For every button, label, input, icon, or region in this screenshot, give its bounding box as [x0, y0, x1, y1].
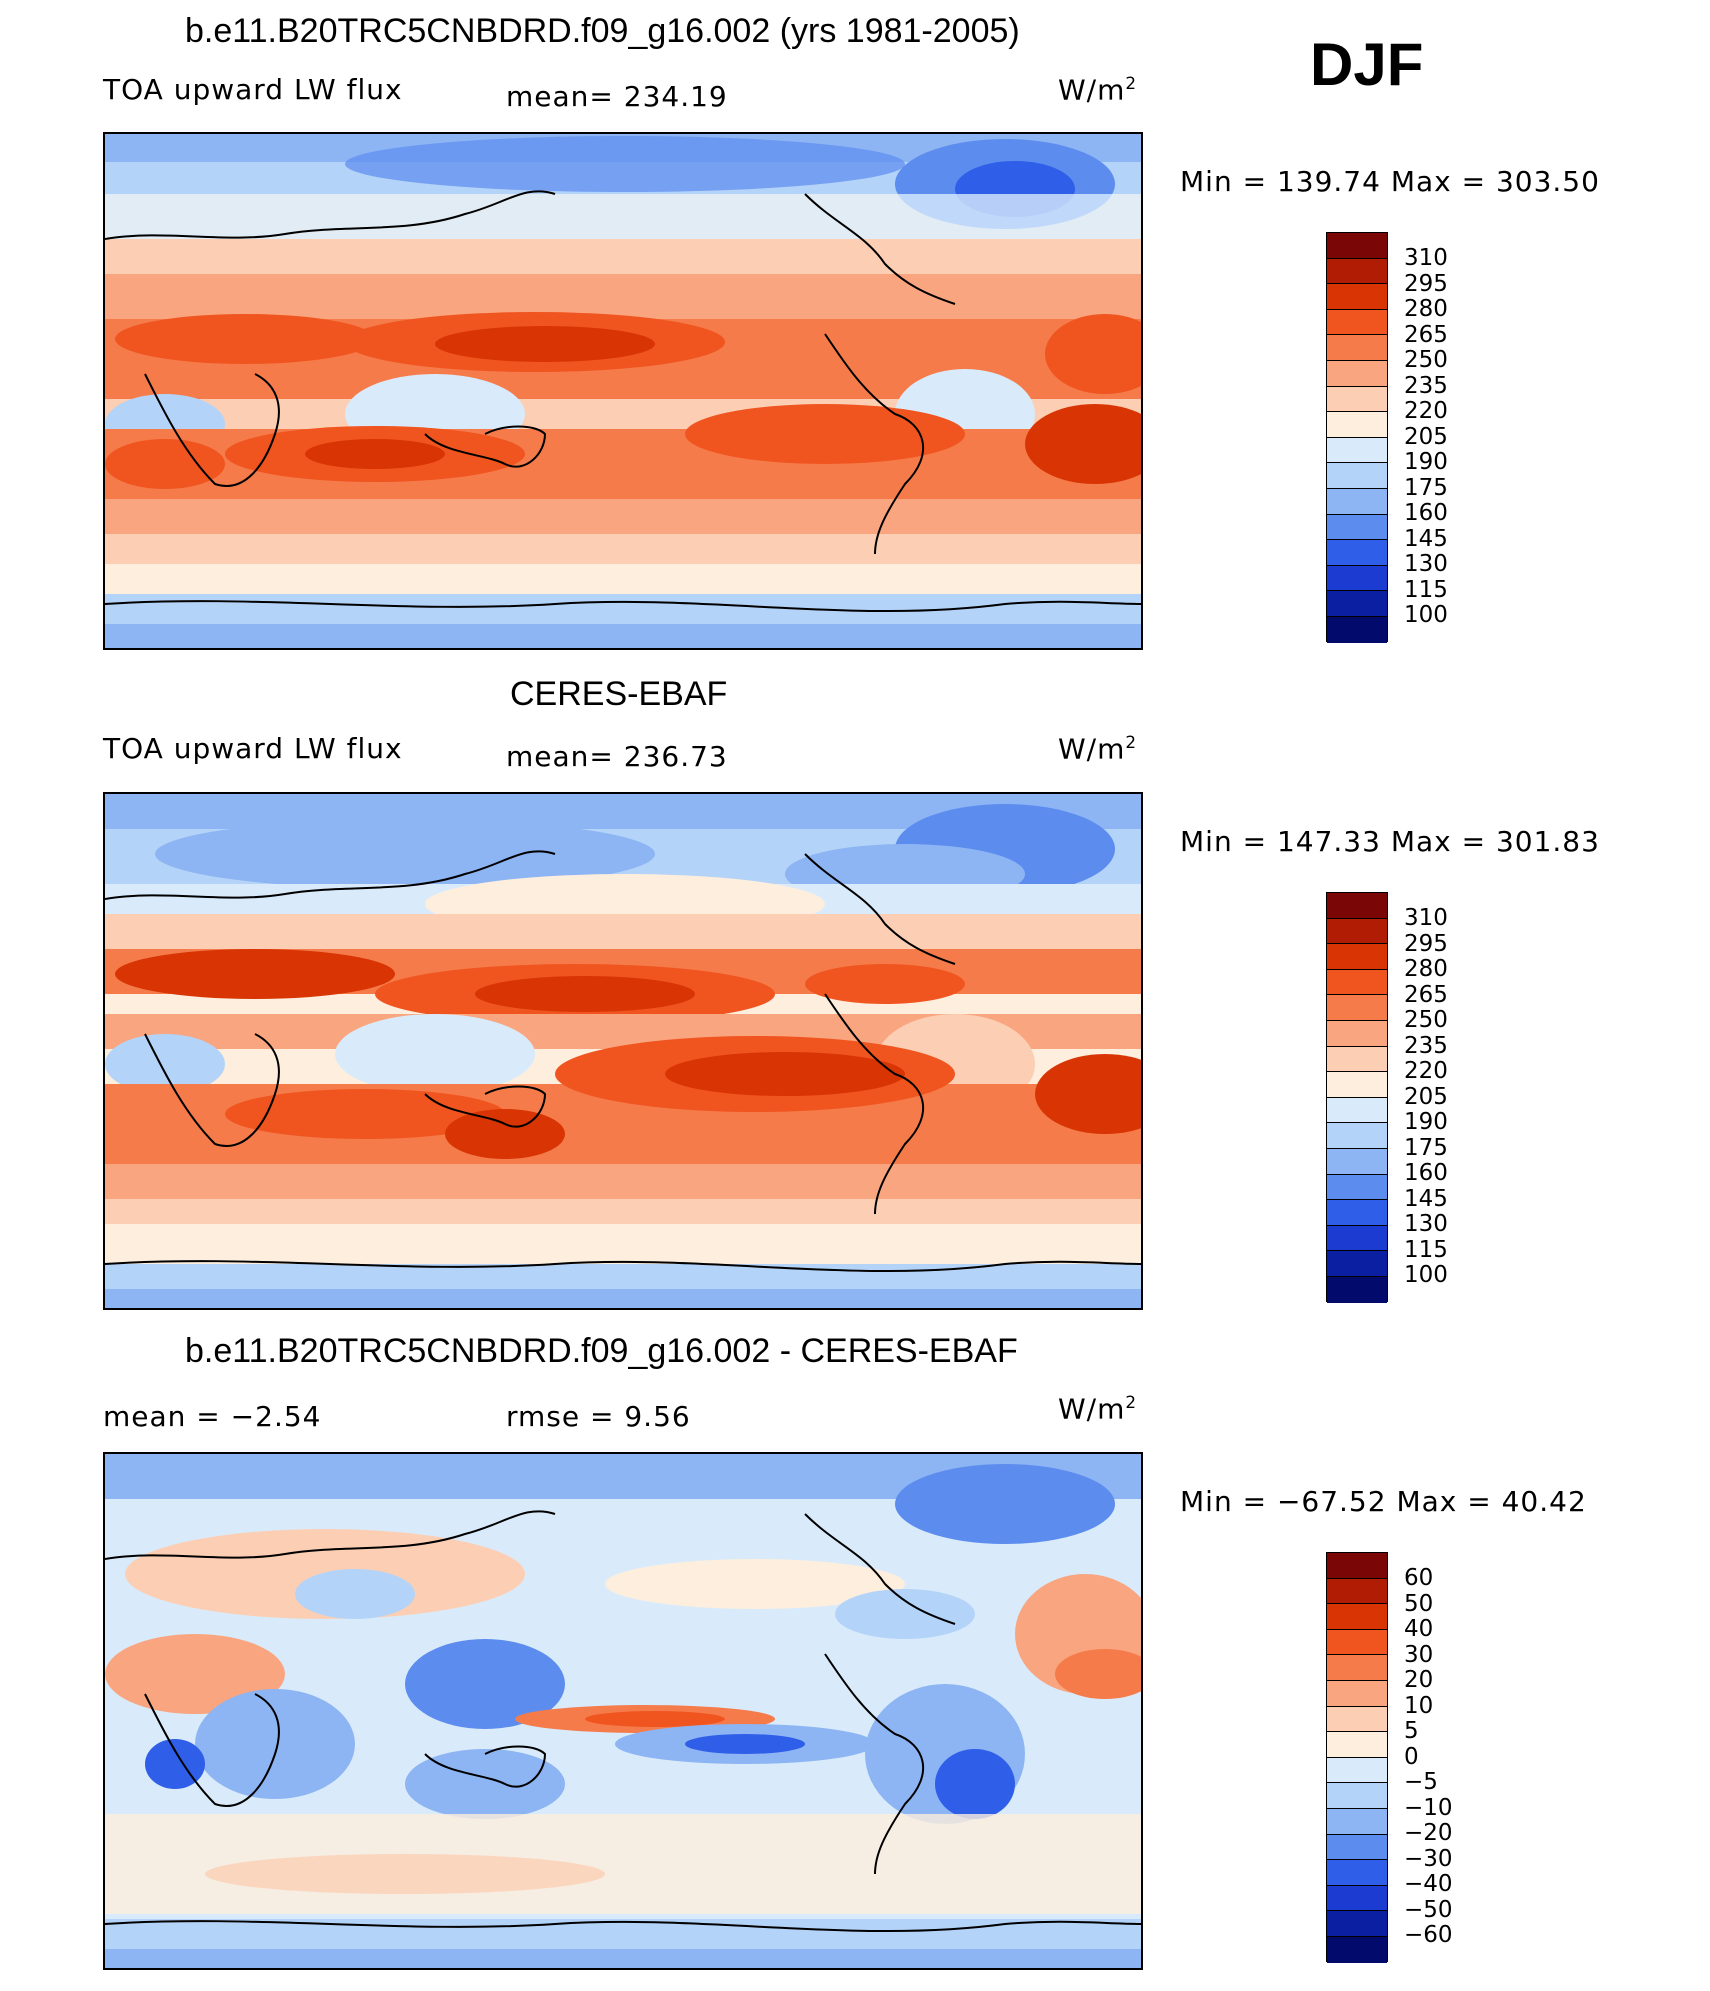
cb2-tick: 295: [1404, 930, 1448, 957]
cb2-tick: 280: [1404, 956, 1448, 982]
cb2-tick: 130: [1404, 1211, 1448, 1237]
cb2-tick: 235: [1404, 1032, 1448, 1059]
cb1-tick: 265: [1404, 321, 1448, 348]
panel2-minmax: Min = 147.33 Max = 301.83: [1180, 825, 1600, 858]
cb1-tick: 205: [1404, 423, 1448, 450]
cb3-tick: −5: [1404, 1769, 1438, 1795]
cb2-tick: 265: [1404, 981, 1448, 1008]
cb1-tick: 115: [1404, 576, 1448, 603]
cb2-tick: 310: [1404, 905, 1448, 931]
cb3-tick: 60: [1404, 1565, 1434, 1591]
panel3-minmax: Min = −67.52 Max = 40.42: [1180, 1485, 1587, 1518]
panel1-minmax: Min = 139.74 Max = 303.50: [1180, 165, 1600, 198]
cb3-tick: −40: [1404, 1871, 1453, 1897]
cb1-tick: 310: [1404, 245, 1448, 271]
cb2-tick: 115: [1404, 1236, 1448, 1263]
cb1-tick: 130: [1404, 551, 1448, 577]
panel3-mean: mean = −2.54: [103, 1400, 322, 1433]
cb2-tick: 220: [1404, 1058, 1448, 1084]
cb3-tick: 30: [1404, 1641, 1434, 1668]
season-label: DJF: [1310, 31, 1424, 98]
panel3-colorbar-labels: 60 50 40 30 20 10 5 0 −5 −10 −20 −30 −40…: [1404, 1565, 1453, 1949]
panel2-colorbar: [1326, 892, 1388, 1303]
cb1-tick: 220: [1404, 398, 1448, 424]
cb1-tick: 280: [1404, 296, 1448, 322]
cb1-tick: 160: [1404, 500, 1448, 526]
panel1-map: [103, 132, 1143, 650]
cb3-tick: 50: [1404, 1590, 1434, 1617]
cb1-tick: 235: [1404, 372, 1448, 399]
panel2-map: [103, 792, 1143, 1310]
cb1-tick: 145: [1404, 525, 1448, 552]
cb2-tick: 205: [1404, 1083, 1448, 1110]
panel1-colorbar-labels: 310 295 280 265 250 235 220 205 190 175 …: [1404, 245, 1448, 629]
cb1-tick: 295: [1404, 270, 1448, 297]
cb3-tick: 0: [1404, 1743, 1419, 1770]
cb1-tick: 100: [1404, 602, 1448, 628]
panel3-units: W/m2: [1058, 1392, 1138, 1426]
panel1-colorbar: [1326, 232, 1388, 643]
cb3-tick: 10: [1404, 1692, 1434, 1719]
cb3-tick: −20: [1404, 1820, 1453, 1846]
cb3-tick: 40: [1404, 1616, 1434, 1642]
panel2-title: CERES-EBAF: [510, 675, 728, 713]
panel3-title: b.e11.B20TRC5CNBDRD.f09_g16.002 - CERES-…: [185, 1332, 1018, 1370]
panel1-units: W/m2: [1058, 73, 1138, 107]
panel2-variable: TOA upward LW flux: [103, 732, 403, 765]
cb2-tick: 145: [1404, 1185, 1448, 1212]
cb1-tick: 190: [1404, 449, 1448, 475]
panel1-variable: TOA upward LW flux: [103, 73, 403, 106]
cb2-tick: 250: [1404, 1007, 1448, 1033]
panel2-colorbar-labels: 310 295 280 265 250 235 220 205 190 175 …: [1404, 905, 1448, 1289]
cb1-tick: 175: [1404, 474, 1448, 501]
cb3-tick: −50: [1404, 1896, 1453, 1923]
cb2-tick: 160: [1404, 1160, 1448, 1186]
panel2-mean: mean= 236.73: [506, 740, 728, 773]
panel1-title: b.e11.B20TRC5CNBDRD.f09_g16.002 (yrs 198…: [185, 12, 1020, 50]
cb1-tick: 250: [1404, 347, 1448, 373]
panel1-mean: mean= 234.19: [506, 80, 728, 113]
cb3-tick: −60: [1404, 1922, 1453, 1948]
panel2-units: W/m2: [1058, 732, 1138, 766]
cb2-tick: 190: [1404, 1109, 1448, 1135]
cb3-tick: 20: [1404, 1667, 1434, 1693]
cb2-tick: 100: [1404, 1262, 1448, 1288]
panel3-map: [103, 1452, 1143, 1970]
cb3-tick: −30: [1404, 1845, 1453, 1872]
panel3-rmse: rmse = 9.56: [506, 1400, 691, 1433]
cb3-tick: −10: [1404, 1794, 1453, 1821]
cb3-tick: 5: [1404, 1718, 1419, 1744]
cb2-tick: 175: [1404, 1134, 1448, 1161]
panel3-colorbar: [1326, 1552, 1388, 1963]
